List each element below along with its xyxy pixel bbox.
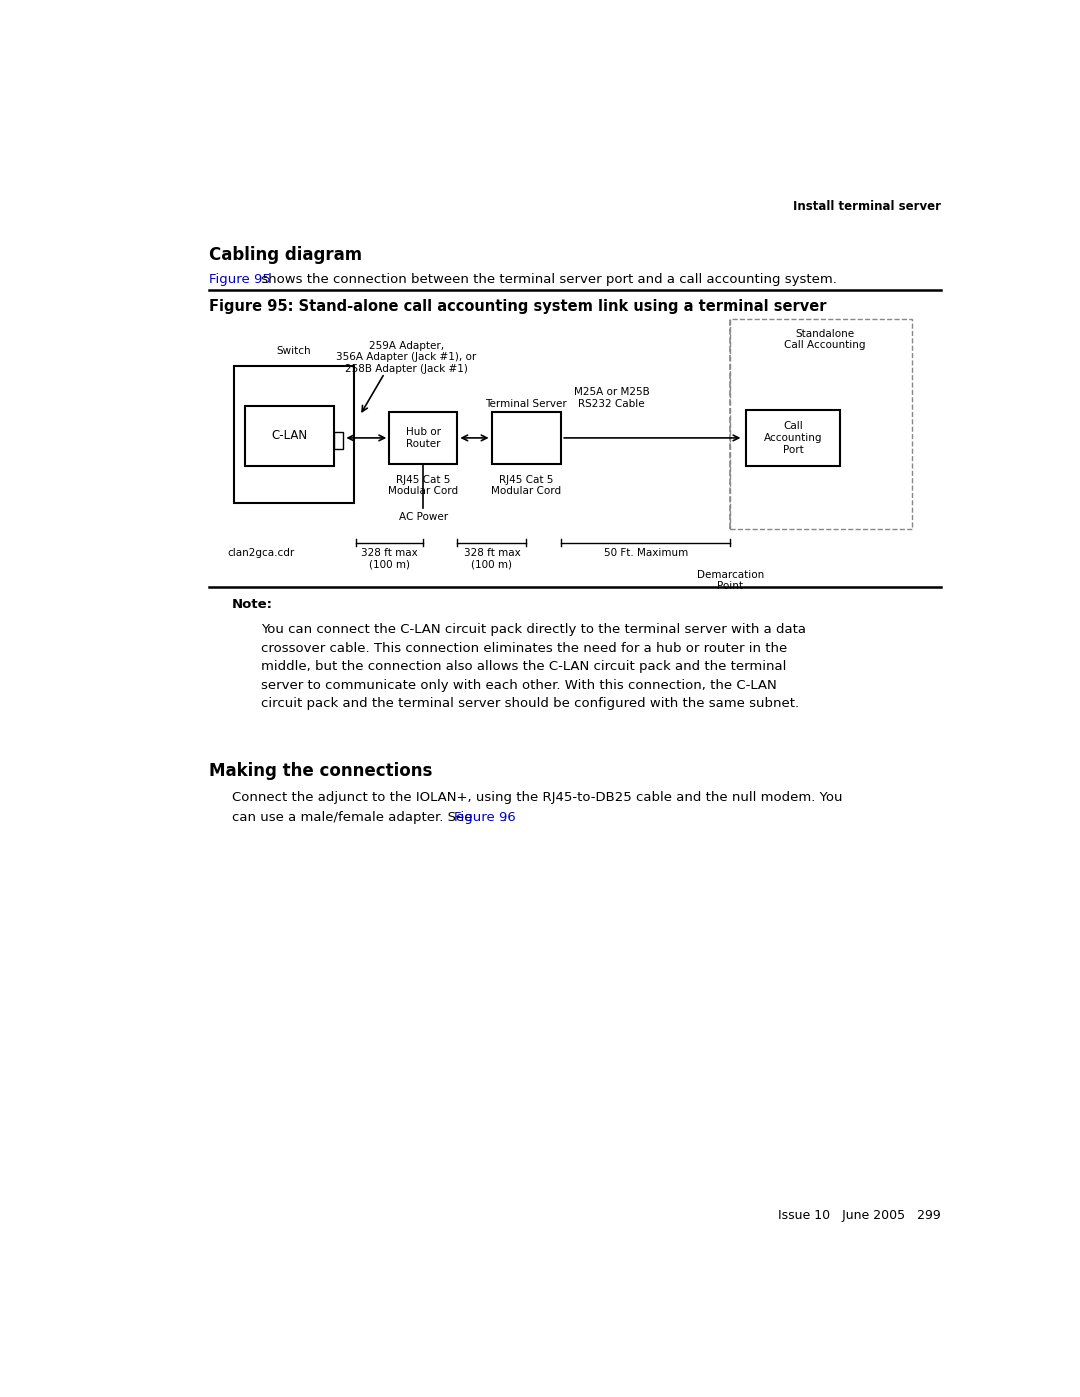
Text: Cabling diagram: Cabling diagram [208, 246, 362, 264]
Text: Figure 96: Figure 96 [455, 810, 516, 824]
Bar [491, 412, 562, 464]
Text: C-LAN: C-LAN [271, 429, 308, 441]
Text: Demarcation
Point: Demarcation Point [697, 570, 764, 591]
Text: RJ45 Cat 5
Modular Cord: RJ45 Cat 5 Modular Cord [491, 475, 562, 496]
Text: Terminal Server: Terminal Server [486, 398, 567, 409]
Text: AC Power: AC Power [399, 511, 448, 522]
Bar [334, 432, 343, 448]
Text: RJ45 Cat 5
Modular Cord: RJ45 Cat 5 Modular Cord [388, 475, 458, 496]
Text: Connect the adjunct to the IOLAN+, using the RJ45-to-DB25 cable and the null mod: Connect the adjunct to the IOLAN+, using… [232, 791, 842, 803]
Text: You can connect the C-LAN circuit pack directly to the terminal server with a da: You can connect the C-LAN circuit pack d… [260, 623, 806, 711]
Text: Figure 95: Figure 95 [208, 274, 270, 286]
Text: Making the connections: Making the connections [208, 763, 432, 780]
Text: 50 Ft. Maximum: 50 Ft. Maximum [604, 548, 688, 557]
Text: Issue 10   June 2005   299: Issue 10 June 2005 299 [779, 1208, 941, 1222]
Text: .: . [502, 810, 507, 824]
Bar [234, 366, 354, 503]
Text: Install terminal server: Install terminal server [793, 200, 941, 212]
Text: clan2gca.cdr: clan2gca.cdr [227, 548, 294, 557]
Text: Switch: Switch [276, 346, 311, 356]
Bar [745, 411, 840, 465]
Text: Hub or
Router: Hub or Router [406, 427, 441, 448]
Text: 328 ft max
(100 m): 328 ft max (100 m) [463, 548, 521, 570]
Text: Figure 95: Stand-alone call accounting system link using a terminal server: Figure 95: Stand-alone call accounting s… [208, 299, 826, 314]
Text: Call
Accounting
Port: Call Accounting Port [764, 422, 822, 454]
Bar [730, 320, 913, 529]
Text: M25A or M25B
RS232 Cable: M25A or M25B RS232 Cable [573, 387, 649, 409]
Text: can use a male/female adapter. See: can use a male/female adapter. See [232, 810, 476, 824]
Text: Note:: Note: [232, 598, 273, 610]
Text: 259A Adapter,
356A Adapter (Jack #1), or
258B Adapter (Jack #1): 259A Adapter, 356A Adapter (Jack #1), or… [336, 341, 476, 374]
Text: shows the connection between the terminal server port and a call accounting syst: shows the connection between the termina… [257, 274, 837, 286]
Text: Standalone
Call Accounting: Standalone Call Accounting [784, 328, 865, 351]
Text: 328 ft max
(100 m): 328 ft max (100 m) [361, 548, 418, 570]
Bar [245, 405, 334, 465]
Bar [389, 412, 458, 464]
